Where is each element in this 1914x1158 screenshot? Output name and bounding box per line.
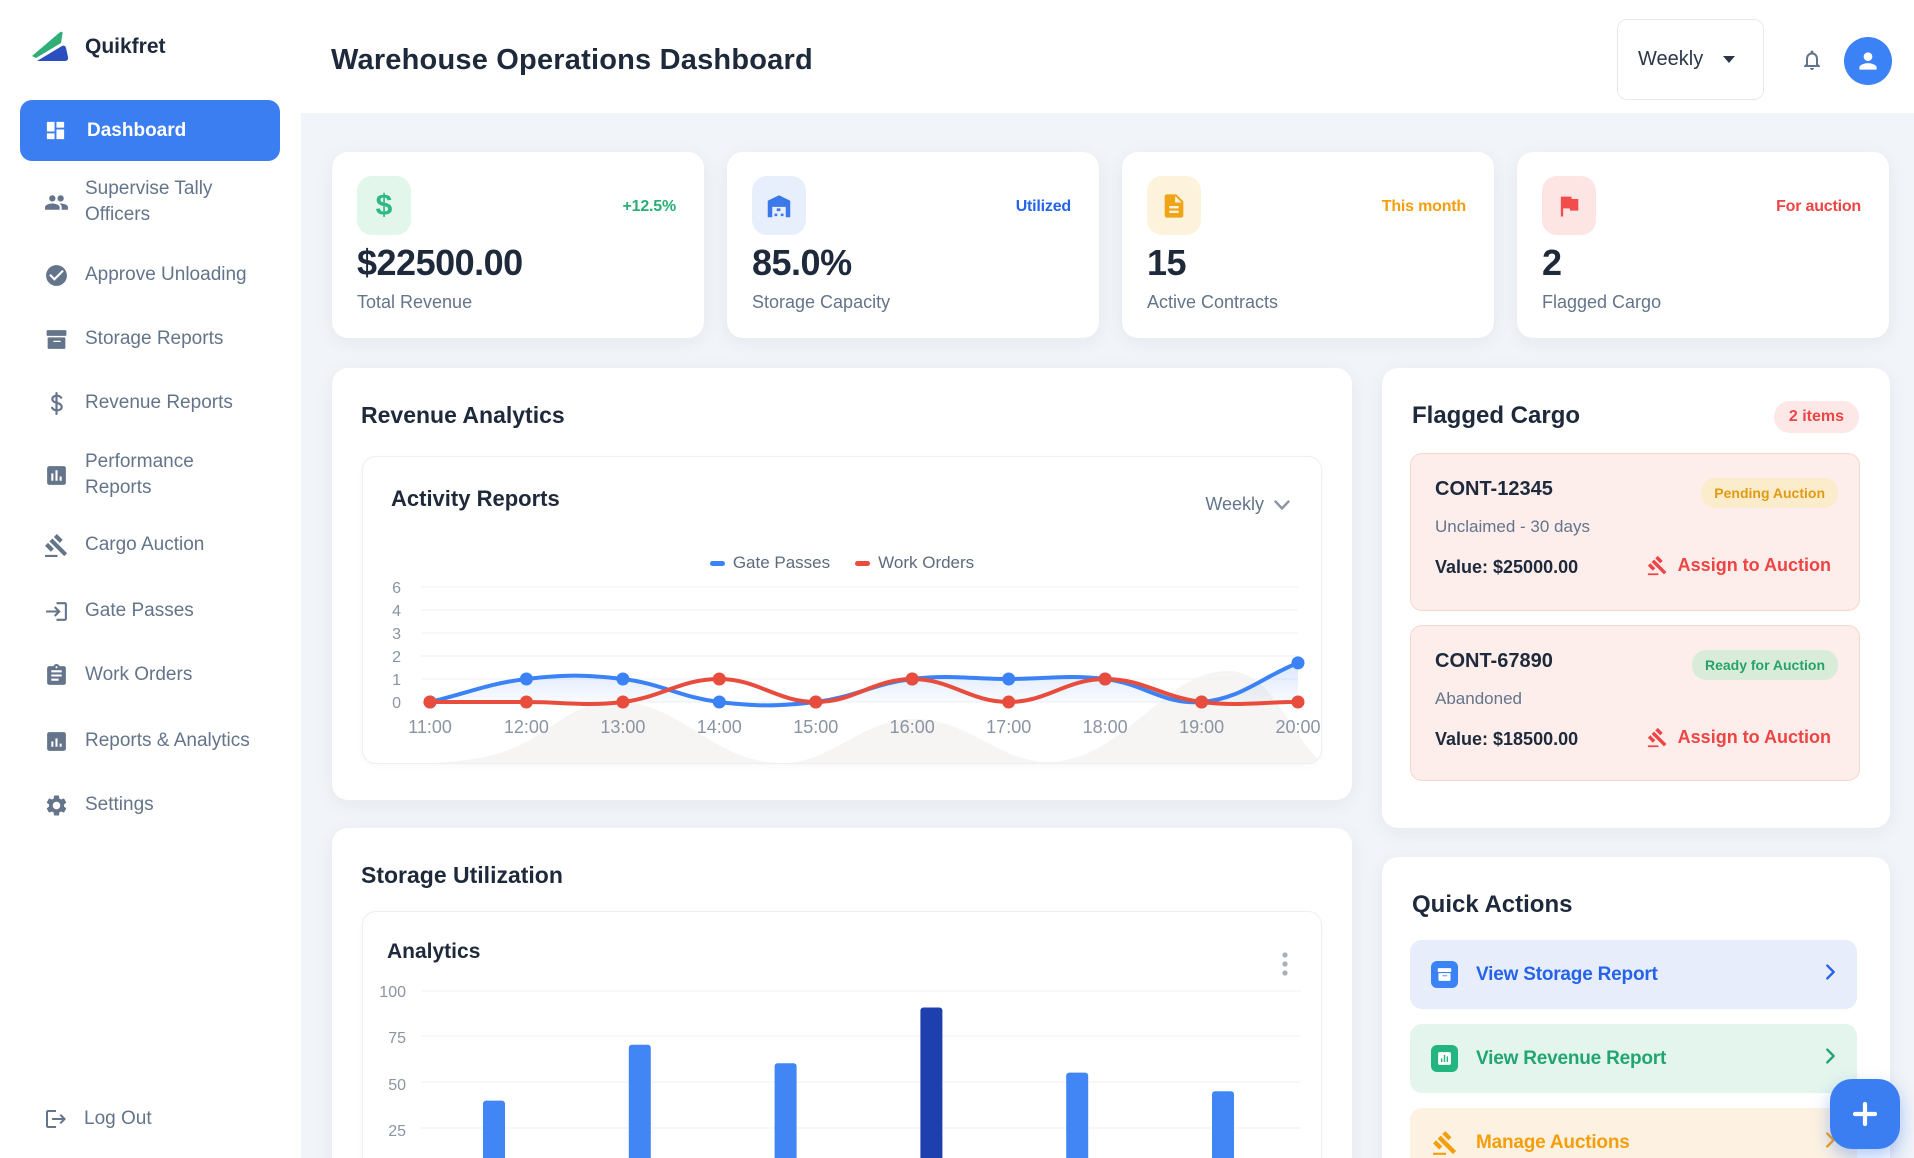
- svg-text:17:00: 17:00: [986, 717, 1031, 737]
- svg-text:25: 25: [388, 1123, 406, 1140]
- svg-text:1: 1: [392, 672, 401, 689]
- svg-text:18:00: 18:00: [1083, 717, 1128, 737]
- svg-text:16:00: 16:00: [890, 717, 935, 737]
- svg-text:13:00: 13:00: [600, 717, 645, 737]
- svg-text:6: 6: [392, 580, 401, 597]
- svg-text:20:00: 20:00: [1275, 717, 1320, 737]
- svg-text:11:00: 11:00: [408, 717, 452, 737]
- svg-text:75: 75: [388, 1030, 406, 1047]
- svg-text:3: 3: [392, 626, 401, 643]
- svg-text:100: 100: [379, 984, 406, 1001]
- svg-text:4: 4: [392, 603, 401, 620]
- svg-text:50: 50: [388, 1077, 406, 1094]
- svg-text:2: 2: [392, 649, 401, 666]
- svg-text:14:00: 14:00: [697, 717, 742, 737]
- svg-text:15:00: 15:00: [793, 717, 838, 737]
- svg-text:12:00: 12:00: [504, 717, 549, 737]
- svg-text:0: 0: [392, 695, 401, 712]
- svg-text:19:00: 19:00: [1179, 717, 1224, 737]
